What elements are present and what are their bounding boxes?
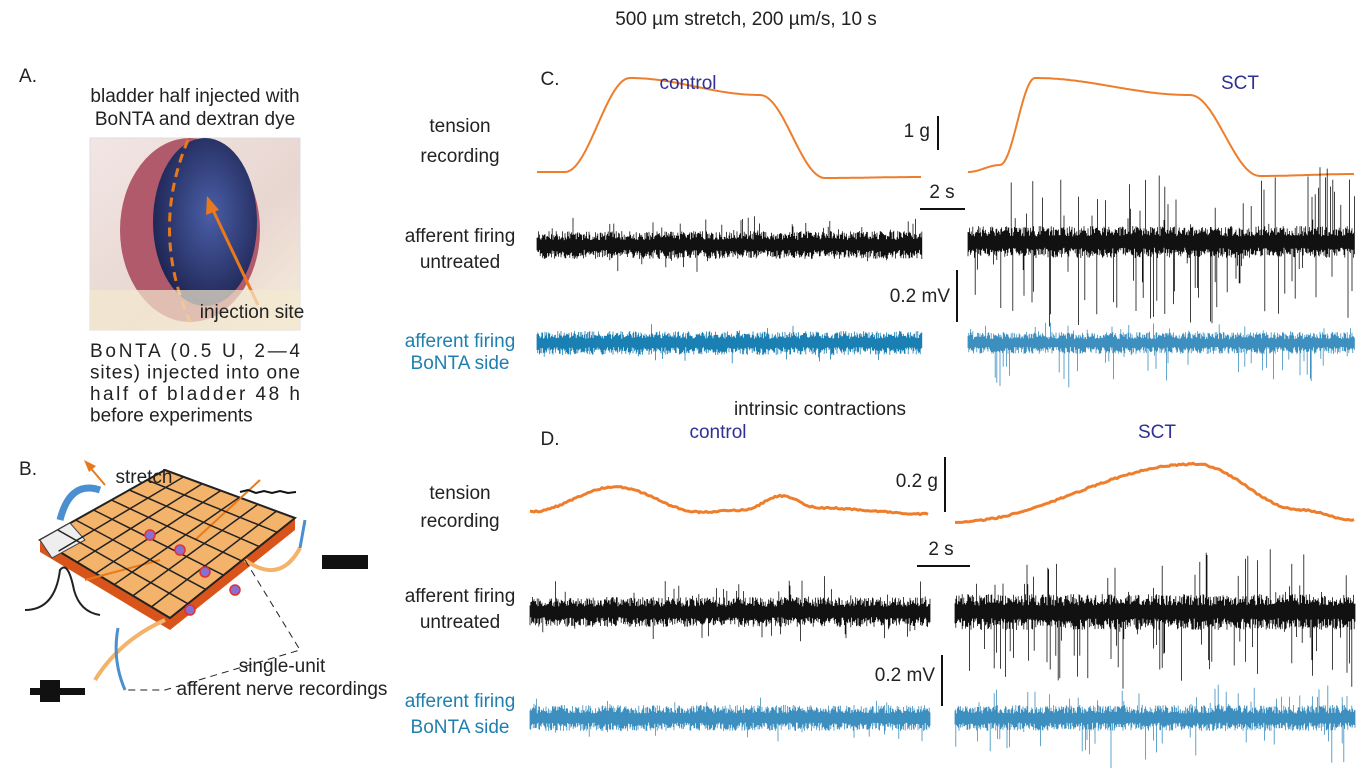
tension-trace (529, 485, 929, 517)
condition-label: control (689, 422, 746, 443)
caption-line: before experiments (90, 406, 253, 427)
grid-diagram (24, 460, 368, 702)
grid-line (111, 499, 242, 562)
scale-label: 2 s (928, 539, 953, 560)
firing-trace (967, 322, 1355, 388)
grid-lines (57, 476, 278, 616)
scale-label: 0.2 mV (890, 286, 951, 307)
firing-trace (536, 216, 923, 272)
row-label: afferent firing (405, 586, 516, 607)
firing-trace (536, 324, 923, 364)
scale-label: 1 g (904, 121, 930, 142)
figure-title: 500 µm stretch, 200 µm/s, 10 s (615, 9, 877, 30)
row-label: tension (429, 116, 490, 137)
photo-label: injection site (200, 302, 305, 323)
row-label: afferent firing (405, 226, 516, 247)
firing-trace (529, 697, 931, 742)
electrode-site (174, 544, 186, 556)
panel-letter: C. (541, 69, 560, 90)
row-label: afferent firing (405, 691, 516, 712)
firing-trace (967, 167, 1355, 327)
tension-trace (967, 77, 1354, 177)
row-label: recording (420, 511, 499, 532)
tension-trace (537, 77, 921, 179)
grid-line (128, 489, 260, 548)
panel-letter: B. (19, 459, 37, 480)
section-heading: intrinsic contractions (734, 399, 906, 420)
grid-line (58, 476, 184, 552)
grid-line (146, 479, 278, 533)
row-label: tension (429, 483, 490, 504)
electrode-site (184, 604, 196, 616)
electrode-site (229, 584, 241, 596)
grid-line (132, 503, 259, 597)
caption-line: afferent nerve recordings (177, 679, 388, 700)
scale-label: 0.2 g (896, 471, 938, 492)
traces (529, 77, 1356, 768)
photo-heading: bladder half injected with (90, 86, 299, 107)
grid-line (76, 483, 203, 563)
firing-trace (954, 684, 1356, 768)
caption-line: sites) injected into one (90, 363, 300, 384)
caption-line: single-unit (239, 656, 326, 677)
row-label: BoNTA side (411, 353, 510, 374)
caption-line: BoNTA (0.5 U, 2—4 (90, 341, 300, 362)
grid-line (93, 509, 224, 576)
panel-letter: D. (541, 429, 560, 450)
photo-heading: BoNTA and dextran dye (95, 109, 295, 130)
condition-label: SCT (1138, 422, 1176, 443)
grid-line (95, 489, 222, 575)
condition-label: SCT (1221, 73, 1259, 94)
caption-line: half of bladder 48 h (90, 384, 300, 405)
row-label: BoNTA side (411, 717, 510, 738)
firing-trace (529, 576, 931, 642)
grid-line (57, 529, 189, 605)
bladder-photo (89, 137, 301, 331)
condition-label: control (659, 73, 716, 94)
row-label: untreated (420, 612, 500, 633)
electrode-site (199, 566, 211, 578)
grid-line (150, 510, 277, 608)
grid-line (75, 519, 207, 591)
tension-trace (954, 461, 1355, 524)
panel-letter: A. (19, 66, 37, 87)
electrode-site (144, 529, 156, 541)
row-label: recording (420, 146, 499, 167)
row-label: untreated (420, 252, 500, 273)
scale-label: 2 s (929, 182, 954, 203)
scale-label: 0.2 mV (875, 665, 936, 686)
row-label: afferent firing (405, 331, 516, 352)
grid-line (113, 496, 240, 586)
arrow-label: stretch (115, 467, 172, 488)
firing-trace (954, 549, 1356, 689)
